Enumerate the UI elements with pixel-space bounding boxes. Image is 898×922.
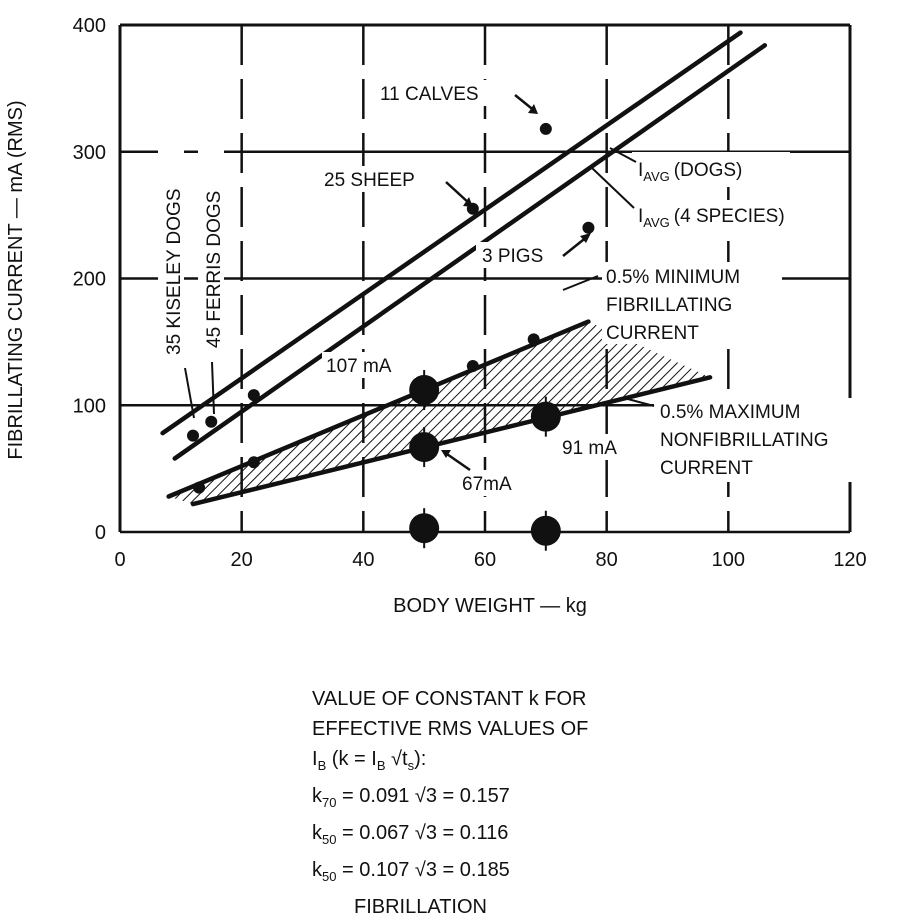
x-tick-60: 60 [474,549,496,571]
y-tick-100: 100 [73,395,106,417]
large-markers [409,370,561,551]
sheep-label: 25 SHEEP [324,170,415,191]
y-tick-300: 300 [73,142,106,164]
notes-line-3: IB (k = IB √ts): [312,748,427,773]
data-point-35-kiseley-dogs [187,429,199,442]
large-marker-2 [530,401,561,432]
x-tick-0: 0 [114,549,125,571]
calves-label: 11 CALVES [380,84,479,105]
data-point-8 [466,359,479,372]
x-tick-100: 100 [712,549,745,571]
line-iavg-4species [172,43,768,461]
x-tick-40: 40 [352,549,374,571]
fibrillation-chart: 0 20 40 60 80 100 120 0 100 200 300 400 BODY WEIGHT… [5,15,867,617]
data-point-5 [247,389,260,402]
y-tick-0: 0 [95,522,106,544]
y-axis-label: FIBRILLATING CURRENT — mA (RMS) [5,100,27,459]
hatched-area [168,321,711,505]
line-iavg-dogs [160,30,743,436]
large-marker-0 [409,375,440,406]
x-tick-80: 80 [596,549,618,571]
data-point-9 [527,333,540,346]
max-nonfibrillating-label-2: NONFIBRILLATING [660,430,829,451]
data-points [187,122,595,494]
pigs-label: 3 PIGS [482,246,543,267]
max-nonfibrillating-label-1: 0.5% MAXIMUM [660,402,800,423]
large-marker-3 [409,513,440,544]
ferris-label: 45 FERRIS DOGS [204,191,225,348]
iavg-4species-label: IAVG (4 SPECIES) [638,206,785,230]
k70-equation: k70 = 0.091 √3 = 0.157 [312,785,510,810]
k50-equation-2: k50 = 0.107 √3 = 0.185 [312,859,510,884]
x-tick-20: 20 [231,549,253,571]
marker-107-label: 107 mA [326,356,392,377]
data-point-6 [193,481,206,494]
line-min-fibrillating [166,319,591,499]
large-marker-1 [409,432,440,463]
x-tick-120: 120 [833,549,866,571]
large-marker-4 [530,515,561,546]
min-fibrillating-label-1: 0.5% MINIMUM [606,267,740,288]
tick-labels: 0 20 40 60 80 100 120 0 100 200 300 400 [73,15,867,571]
x-axis-label: BODY WEIGHT — kg [393,595,587,617]
data-point-11-calves [539,122,552,135]
min-fibrillating-label-2: FIBRILLATING [606,295,732,316]
marker-67-label: 67mA [462,474,512,495]
max-nonfibrillating-label-3: CURRENT [660,458,753,479]
y-tick-200: 200 [73,269,106,291]
marker-91-label: 91 mA [562,438,617,459]
constant-k-notes: VALUE OF CONSTANT k FOR EFFECTIVE RMS VA… [312,684,588,922]
notes-line-1: VALUE OF CONSTANT k FOR [312,688,587,710]
data-point-45-ferris-dogs [205,415,218,428]
notes-line-2: EFFECTIVE RMS VALUES OF [312,718,589,740]
k50-equation-1: k50 = 0.067 √3 = 0.116 [312,822,509,847]
kiseley-label: 35 KISELEY DOGS [164,188,185,355]
hatched-region [168,321,711,505]
y-tick-400: 400 [73,15,106,37]
min-fibrillating-label-3: CURRENT [606,323,699,344]
iavg-dogs-label: IAVG (DOGS) [638,160,742,184]
data-point-3-pigs [582,221,595,234]
data-point-7 [247,456,260,469]
